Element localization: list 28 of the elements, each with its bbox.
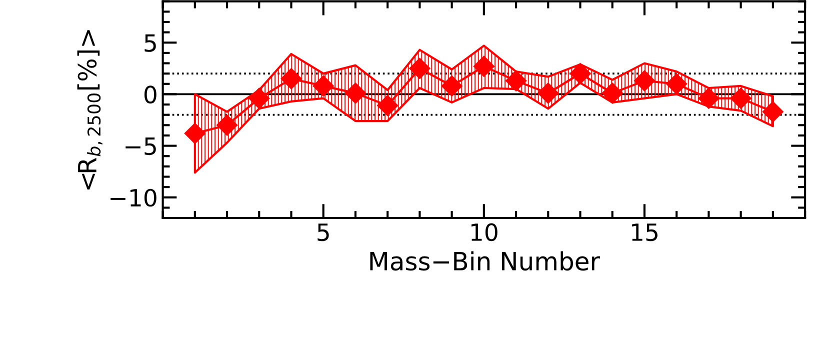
point bbox=[762, 100, 784, 123]
y-tick-label: −10 bbox=[110, 188, 156, 207]
point bbox=[537, 82, 559, 104]
point bbox=[602, 82, 624, 104]
point bbox=[634, 70, 656, 92]
point bbox=[344, 82, 366, 104]
point bbox=[441, 75, 463, 97]
y-tick-label: 0 bbox=[144, 86, 156, 104]
point bbox=[280, 68, 302, 90]
x-tick-label: 15 bbox=[632, 224, 658, 242]
point bbox=[698, 88, 720, 110]
point bbox=[184, 122, 206, 144]
y-axis-title: <R$_{b,2500}$[%]> bbox=[77, 30, 102, 190]
point bbox=[730, 88, 752, 110]
point bbox=[248, 88, 270, 110]
y-tick-label: 5 bbox=[144, 34, 156, 52]
y-tick-label: −5 bbox=[126, 138, 156, 156]
x-axis-title: Mass−Bin Number bbox=[370, 251, 600, 271]
point bbox=[408, 58, 430, 80]
point bbox=[569, 62, 592, 84]
point bbox=[216, 114, 238, 136]
point bbox=[376, 94, 398, 116]
x-tick-label: 5 bbox=[318, 224, 329, 242]
point bbox=[312, 75, 334, 97]
point bbox=[666, 73, 688, 95]
point bbox=[505, 70, 527, 92]
x-tick-label: 10 bbox=[471, 223, 498, 242]
point bbox=[473, 56, 495, 78]
